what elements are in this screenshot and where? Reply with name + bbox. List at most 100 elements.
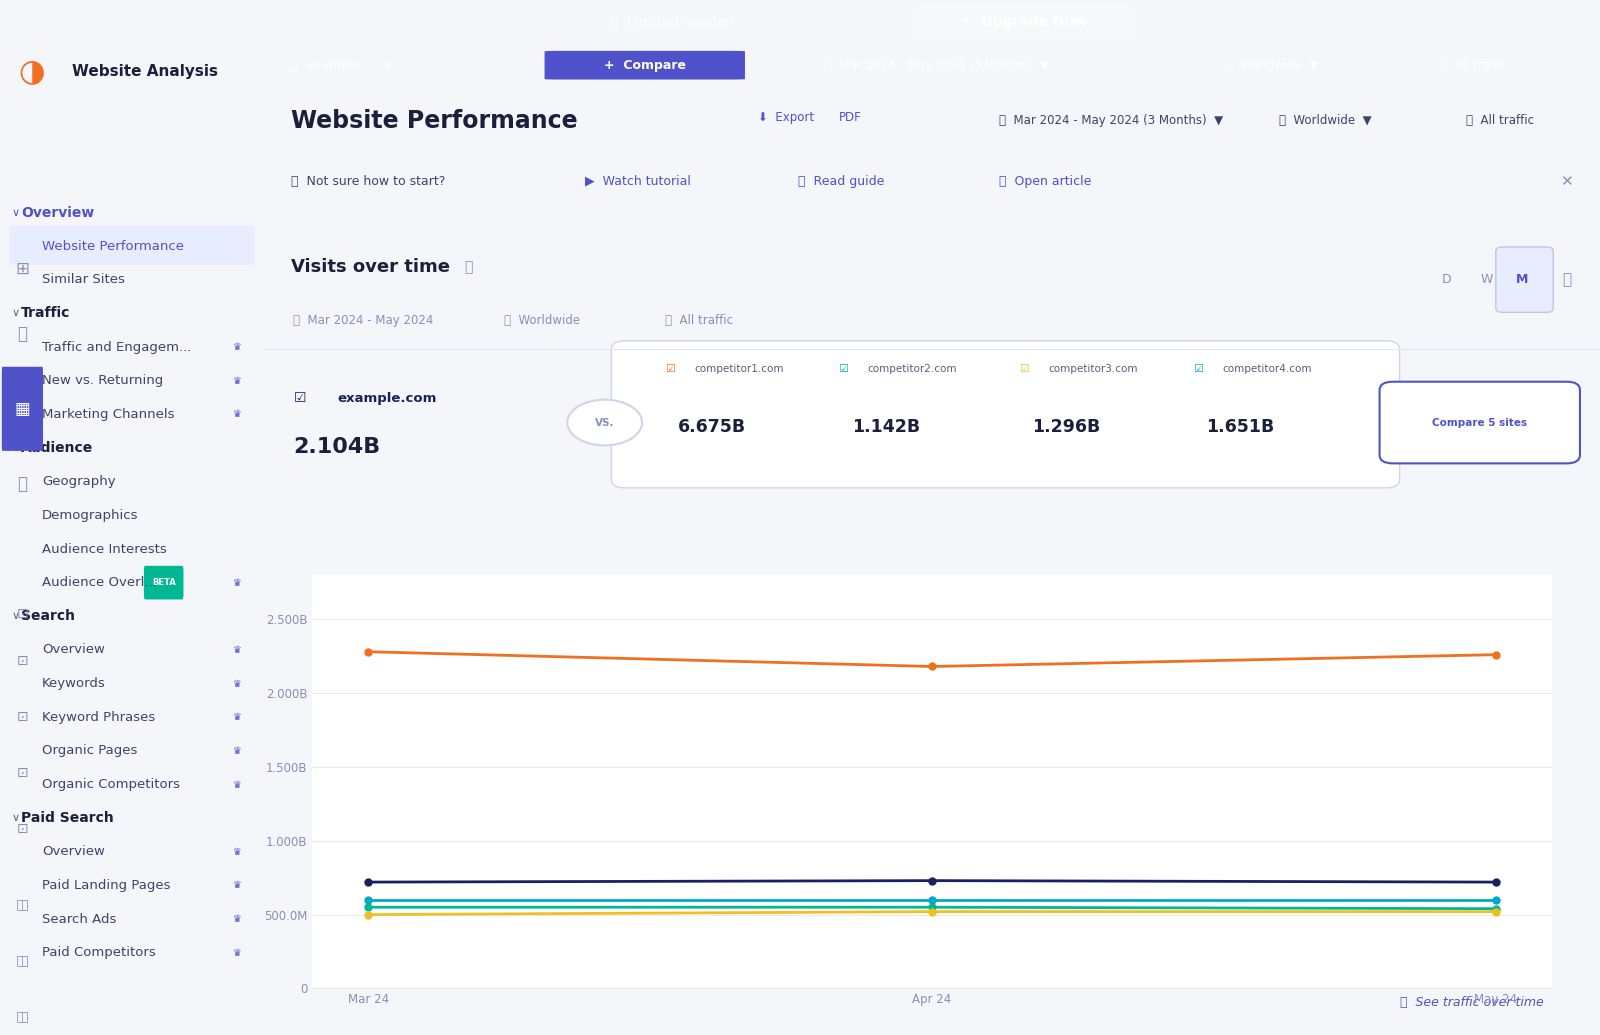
Text: ◫: ◫: [16, 897, 29, 911]
Text: example.com: example.com: [338, 391, 437, 405]
Text: ⊡: ⊡: [16, 710, 29, 724]
Text: 🌐  example...  ✏️  ☆: 🌐 example... ✏️ ☆: [291, 59, 410, 71]
Text: D: D: [1442, 273, 1451, 286]
Text: Overview: Overview: [42, 644, 106, 656]
Text: ⊡: ⊡: [16, 823, 29, 836]
FancyBboxPatch shape: [10, 226, 254, 265]
Text: ♛: ♛: [234, 343, 242, 352]
Text: ⌕: ⌕: [18, 475, 27, 493]
Text: ▶  Watch tutorial: ▶ Watch tutorial: [584, 175, 691, 187]
Text: M: M: [1517, 273, 1528, 286]
Text: ♛: ♛: [234, 746, 242, 756]
Text: Geography: Geography: [42, 475, 115, 489]
Text: ☑: ☑: [1019, 364, 1029, 375]
Text: ♛: ♛: [234, 948, 242, 957]
Text: 🔗  Open article: 🔗 Open article: [998, 175, 1091, 187]
Text: 6.675B: 6.675B: [678, 417, 746, 436]
Text: ♛: ♛: [234, 376, 242, 386]
FancyBboxPatch shape: [144, 566, 184, 599]
Text: Search Ads: Search Ads: [42, 913, 117, 925]
Text: ♛: ♛: [234, 645, 242, 655]
Text: ◫: ◫: [16, 953, 29, 968]
Text: ♛: ♛: [234, 881, 242, 890]
Text: 📅  Mar 2024 - May 2024 (3 Months)  ▼: 📅 Mar 2024 - May 2024 (3 Months) ▼: [998, 114, 1222, 127]
Text: competitor1.com: competitor1.com: [694, 364, 784, 375]
Text: ✕: ✕: [1560, 174, 1573, 188]
Text: Website Performance: Website Performance: [42, 240, 184, 253]
Text: ♛: ♛: [234, 847, 242, 857]
Text: ☑: ☑: [838, 364, 848, 375]
Text: ♛: ♛: [234, 712, 242, 722]
Text: ∨: ∨: [11, 443, 19, 453]
Text: Audience: Audience: [21, 441, 93, 455]
Text: ⊡: ⊡: [16, 608, 29, 621]
Text: Paid Search: Paid Search: [21, 811, 114, 825]
Text: ♛: ♛: [234, 914, 242, 924]
Text: 🎓  Not sure how to start?: 🎓 Not sure how to start?: [291, 175, 445, 187]
Text: 🔒  See traffic over time: 🔒 See traffic over time: [1400, 996, 1544, 1009]
FancyBboxPatch shape: [2, 366, 43, 451]
Text: New vs. Returning: New vs. Returning: [42, 375, 163, 387]
FancyBboxPatch shape: [912, 6, 1136, 37]
Text: 🔀  All traffic: 🔀 All traffic: [666, 314, 733, 327]
Text: 🌐  Worldwide  ▼: 🌐 Worldwide ▼: [1280, 114, 1371, 127]
Text: 1.142B: 1.142B: [851, 417, 920, 436]
FancyBboxPatch shape: [611, 341, 1400, 487]
Text: ⊞: ⊞: [16, 260, 29, 277]
Text: 🌐  Worldwide  ▼: 🌐 Worldwide ▼: [1226, 59, 1318, 71]
Text: Organic Competitors: Organic Competitors: [42, 778, 181, 791]
Text: Visits over time: Visits over time: [291, 259, 450, 276]
Text: ∨: ∨: [11, 308, 19, 319]
Text: Traffic: Traffic: [21, 306, 70, 321]
Text: 2.104B: 2.104B: [293, 437, 381, 457]
Text: Paid Competitors: Paid Competitors: [42, 946, 155, 959]
Text: 📅  Mar 2024 - May 2024: 📅 Mar 2024 - May 2024: [293, 314, 434, 327]
Text: VS.: VS.: [595, 417, 614, 427]
Text: 🌐  Worldwide: 🌐 Worldwide: [504, 314, 581, 327]
Text: ◑: ◑: [18, 57, 45, 87]
Text: Search: Search: [21, 610, 75, 623]
Text: 〜: 〜: [18, 325, 27, 343]
Text: Audience Overl...: Audience Overl...: [42, 576, 157, 589]
Text: Similar Sites: Similar Sites: [42, 273, 125, 287]
Text: Keywords: Keywords: [42, 677, 106, 690]
Text: Website Performance: Website Performance: [291, 109, 578, 132]
Text: Marketing Channels: Marketing Channels: [42, 408, 174, 421]
Text: ♛: ♛: [234, 578, 242, 588]
Text: Website Analysis: Website Analysis: [72, 64, 218, 80]
Text: ∨: ∨: [11, 612, 19, 621]
Text: ☑: ☑: [666, 364, 675, 375]
Text: Overview: Overview: [42, 846, 106, 858]
Circle shape: [568, 400, 642, 445]
Text: Keyword Phrases: Keyword Phrases: [42, 711, 155, 723]
Text: ◫: ◫: [16, 1009, 29, 1024]
Text: ♛: ♛: [234, 779, 242, 790]
Text: 🔀  All traffic: 🔀 All traffic: [1440, 59, 1507, 71]
Text: ⊡: ⊡: [16, 654, 29, 669]
Text: 1.651B: 1.651B: [1206, 417, 1274, 436]
Text: ⓘ: ⓘ: [464, 261, 472, 274]
Text: BETA: BETA: [152, 579, 176, 587]
Text: ♛: ♛: [234, 679, 242, 688]
Text: Organic Pages: Organic Pages: [42, 744, 138, 758]
Text: Overview: Overview: [21, 206, 94, 219]
Text: ⎙: ⎙: [1562, 272, 1571, 287]
FancyBboxPatch shape: [1496, 247, 1554, 313]
Text: ⬇  Export: ⬇ Export: [758, 111, 814, 124]
Text: 🔀  All traffic: 🔀 All traffic: [1467, 114, 1534, 127]
Text: 1.296B: 1.296B: [1032, 417, 1101, 436]
Text: Audience Interests: Audience Interests: [42, 542, 166, 556]
FancyBboxPatch shape: [1379, 382, 1579, 464]
Text: ♛: ♛: [234, 410, 242, 419]
Text: competitor3.com: competitor3.com: [1048, 364, 1138, 375]
Text: 📖  Read guide: 📖 Read guide: [798, 175, 885, 187]
Text: Traffic and Engagem...: Traffic and Engagem...: [42, 341, 192, 354]
Text: competitor2.com: competitor2.com: [867, 364, 957, 375]
Text: ☑: ☑: [293, 391, 306, 405]
Text: Paid Landing Pages: Paid Landing Pages: [42, 879, 171, 892]
Text: Compare 5 sites: Compare 5 sites: [1432, 417, 1528, 427]
Text: PDF: PDF: [838, 111, 861, 124]
Text: ☑: ☑: [1192, 364, 1203, 375]
Text: competitor4.com: competitor4.com: [1222, 364, 1312, 375]
Text: ∨: ∨: [11, 208, 19, 217]
